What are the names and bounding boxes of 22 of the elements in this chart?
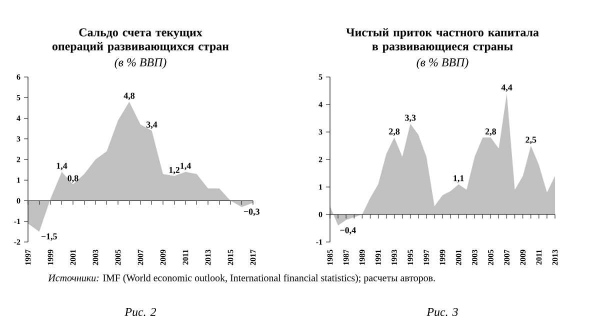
text: Рис. 3	[426, 308, 458, 316]
chart-title: Сальдо счета текущих операций развивающихся стран	[52, 28, 229, 53]
annotation: −1,5	[41, 233, 57, 241]
annotation: 0,8	[68, 175, 78, 183]
chart-subtitle: (в % ВВП)	[416, 58, 468, 69]
annotation: 2,8	[389, 128, 400, 136]
annotation: 4,4	[501, 84, 512, 92]
annotation: 3,4	[146, 122, 158, 129]
annotation: 1,4	[56, 162, 68, 170]
annotation: −0,4	[340, 227, 356, 235]
annotation: 2,8	[485, 128, 496, 136]
annotation: −0,3	[244, 208, 260, 216]
text: Рис. 2	[124, 308, 156, 316]
annotation: 1,2	[169, 166, 180, 174]
annotation: 2,5	[526, 136, 536, 144]
annotation: 1,1	[454, 175, 464, 183]
annotation: 1,4	[180, 162, 191, 170]
text: Источники: IMF (World economic outlook, International financial statistics); расчеты авторов.	[48, 274, 435, 284]
chart-subtitle: (в % ВВП)	[114, 58, 166, 69]
annotation: 3,3	[405, 114, 416, 122]
annotation: 4,8	[124, 92, 135, 100]
chart-title: Чистый приток частного капитала в развивающиеся страны	[346, 28, 539, 53]
